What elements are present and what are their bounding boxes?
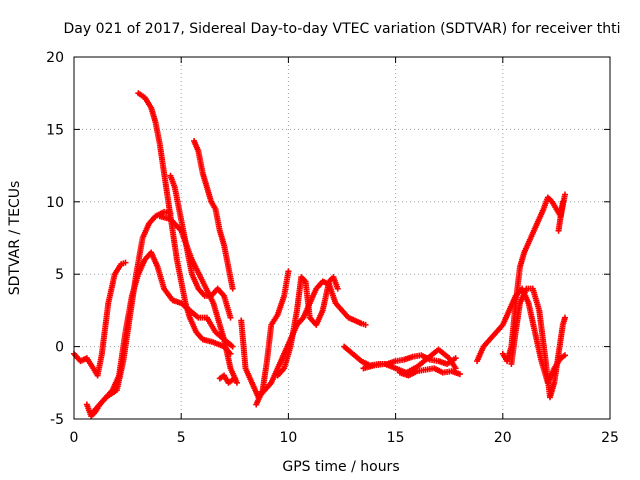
data-point xyxy=(362,321,369,328)
data-point xyxy=(561,314,568,321)
data-point xyxy=(229,285,236,292)
data-track-12 xyxy=(341,343,459,369)
axes: 0 5 10 15 20 25 -5 0 5 10 15 20 xyxy=(46,50,619,446)
data-point xyxy=(452,365,459,372)
data-track-14 xyxy=(396,365,463,379)
data-point xyxy=(285,268,292,275)
data-track-7 xyxy=(191,137,236,292)
data-track-8 xyxy=(216,372,238,386)
data-point xyxy=(456,371,463,378)
data-track-17 xyxy=(508,285,568,401)
data-track-10 xyxy=(253,268,292,408)
data-track-9 xyxy=(238,278,369,401)
data-track-13 xyxy=(360,346,459,376)
x-tick-label: 5 xyxy=(177,430,186,446)
x-tick-label: 25 xyxy=(601,430,619,446)
data-track-11 xyxy=(274,274,341,379)
data-point xyxy=(229,343,236,350)
data-track-4 xyxy=(135,90,234,357)
data-point xyxy=(334,285,341,292)
data-series xyxy=(71,90,568,420)
y-tick-label: 5 xyxy=(55,267,64,283)
data-point xyxy=(559,198,566,205)
x-tick-label: 15 xyxy=(387,430,405,446)
x-tick-label: 20 xyxy=(494,430,512,446)
x-axis-label: GPS time / hours xyxy=(282,459,399,475)
x-tick-label: 10 xyxy=(279,430,297,446)
data-point xyxy=(122,259,129,266)
y-tick-label: -5 xyxy=(50,412,64,428)
data-track-1 xyxy=(71,259,129,379)
x-tick-label: 0 xyxy=(70,430,79,446)
data-point xyxy=(452,355,459,362)
y-axis-label: SDTVAR / TECUs xyxy=(7,181,23,296)
data-point xyxy=(561,352,568,359)
data-track-18 xyxy=(555,198,566,234)
data-point xyxy=(227,314,234,321)
data-point xyxy=(233,379,240,386)
data-point xyxy=(231,375,238,382)
plot-frame xyxy=(73,56,611,420)
y-tick-label: 20 xyxy=(46,50,64,66)
y-tick-label: 10 xyxy=(46,195,64,211)
chart-title: Day 021 of 2017, Sidereal Day-to-day VTE… xyxy=(64,21,621,37)
y-tick-label: 15 xyxy=(46,122,64,138)
y-tick-label: 0 xyxy=(55,340,64,356)
data-point xyxy=(561,191,568,198)
